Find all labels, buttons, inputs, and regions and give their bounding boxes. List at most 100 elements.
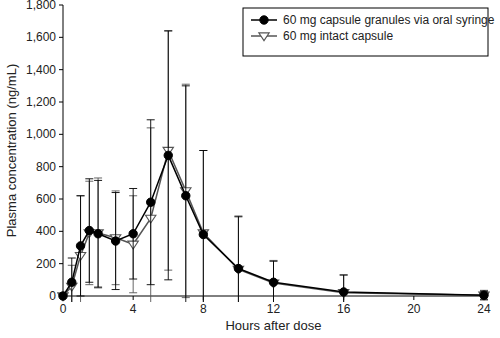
y-tick — [59, 263, 63, 264]
error-bar — [340, 275, 348, 302]
y-tick-label: 600 — [36, 192, 56, 206]
y-tick — [59, 199, 63, 200]
y-tick — [59, 231, 63, 232]
error-bar-cap — [85, 284, 93, 285]
error-bar — [480, 290, 488, 300]
error-bar — [68, 258, 76, 302]
error-bar-cap — [199, 150, 207, 151]
legend-label: 60 mg intact capsule — [283, 29, 393, 43]
error-bar — [182, 86, 190, 302]
error-bar-cap — [85, 282, 93, 283]
x-tick-label: 24 — [477, 302, 491, 316]
x-tick-label: 16 — [337, 302, 351, 316]
error-bar-cap — [340, 274, 348, 275]
series-line — [63, 155, 484, 296]
data-point — [93, 230, 103, 238]
error-bar-stem — [238, 216, 239, 302]
y-axis-label: Plasma concentration (ng/mL) — [4, 64, 19, 237]
data-point — [111, 237, 119, 245]
data-point — [269, 278, 277, 286]
data-point — [182, 192, 190, 200]
error-bar — [340, 275, 348, 302]
data-point — [59, 292, 67, 300]
y-tick — [59, 69, 63, 70]
error-bar-cap — [77, 296, 85, 297]
error-bar-cap — [270, 261, 278, 262]
x-tick-label: 20 — [407, 302, 421, 316]
data-point — [76, 242, 84, 250]
error-bar-cap — [77, 195, 85, 196]
x-tick — [413, 296, 414, 300]
error-bar-cap — [112, 192, 120, 193]
legend: 60 mg capsule granules via oral syringe 6… — [243, 8, 495, 56]
x-axis-label: Hours after dose — [225, 318, 321, 333]
error-bar-cap — [94, 180, 102, 181]
y-tick-label: 0 — [49, 289, 56, 303]
error-bar-cap — [112, 190, 120, 191]
data-point — [339, 288, 347, 296]
error-bar-cap — [68, 258, 76, 259]
error-bar-cap — [270, 260, 278, 261]
error-bar-cap — [182, 84, 190, 85]
x-tick-label: 4 — [130, 302, 137, 316]
data-point — [68, 278, 76, 286]
y-tick-label: 1,800 — [26, 0, 56, 12]
y-tick-label: 800 — [36, 160, 56, 174]
error-bar-cap — [147, 119, 155, 120]
y-tick — [59, 5, 63, 6]
error-bar — [234, 216, 242, 302]
error-bar-cap — [94, 287, 102, 288]
error-bar-stem — [238, 217, 239, 302]
error-bar — [199, 151, 207, 303]
error-bar-cap — [234, 216, 242, 217]
error-bar — [147, 120, 155, 285]
data-point — [234, 264, 242, 272]
y-tick — [59, 37, 63, 38]
y-tick — [59, 102, 63, 103]
error-bar-cap — [164, 279, 172, 280]
y-axis-line — [63, 5, 64, 296]
y-tick — [59, 134, 63, 135]
data-point — [147, 198, 155, 206]
chart-container: 02004006008001,0001,2001,4001,6001,80004… — [0, 0, 500, 338]
error-bar-cap — [182, 85, 190, 86]
error-bar — [480, 291, 488, 299]
error-bar-cap — [85, 178, 93, 179]
error-bar — [77, 196, 85, 302]
error-bar — [164, 31, 172, 280]
error-bar-cap — [164, 30, 172, 31]
error-bar-cap — [199, 150, 207, 151]
error-bar — [94, 180, 102, 287]
error-bar — [270, 261, 278, 302]
y-tick-label: 200 — [36, 257, 56, 271]
error-bar-cap — [129, 188, 137, 189]
plot-area — [58, 31, 489, 302]
error-bar-cap — [112, 289, 120, 290]
x-tick-label: 0 — [60, 302, 67, 316]
y-tick — [59, 166, 63, 167]
data-point — [129, 230, 137, 238]
x-tick — [133, 296, 134, 300]
error-bar-stem — [203, 151, 204, 303]
y-tick-label: 1,600 — [26, 30, 56, 44]
error-bar-cap — [94, 287, 102, 288]
data-point — [85, 226, 93, 234]
error-bar-cap — [164, 30, 172, 31]
error-bar-cap — [129, 279, 137, 280]
y-tick-label: 1,000 — [26, 127, 56, 141]
error-bar-cap — [77, 195, 85, 196]
error-bar — [234, 217, 242, 302]
data-point — [480, 291, 488, 299]
error-bar — [129, 188, 137, 279]
error-bar — [94, 178, 102, 288]
error-bar-cap — [129, 292, 137, 293]
legend-label: 60 mg capsule granules via oral syringe — [283, 13, 495, 27]
error-bar — [270, 260, 278, 302]
chart-svg: 02004006008001,0001,2001,4001,6001,80004… — [0, 0, 500, 338]
error-bar — [112, 193, 120, 290]
data-point — [94, 230, 102, 238]
error-bar-cap — [340, 274, 348, 275]
data-point — [164, 151, 172, 159]
y-tick-label: 1,200 — [26, 95, 56, 109]
legend-marker — [260, 16, 268, 24]
